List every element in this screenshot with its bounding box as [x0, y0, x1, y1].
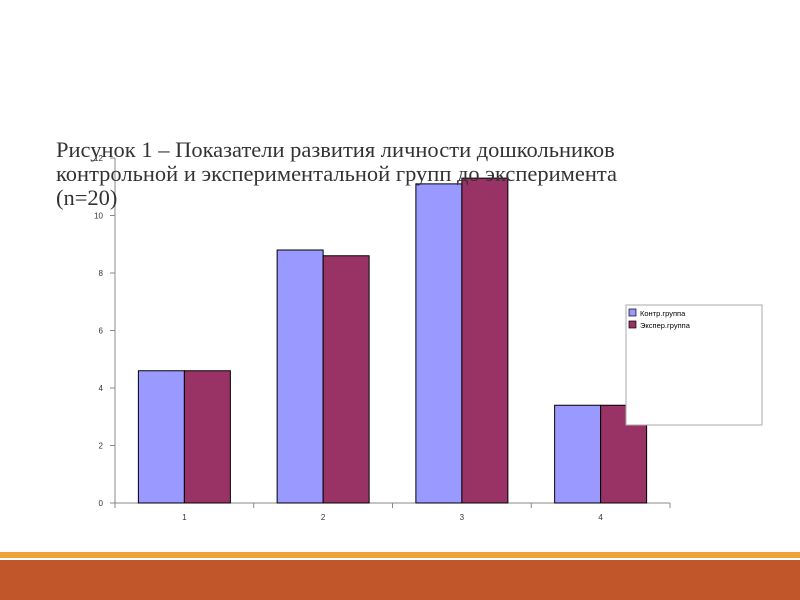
x-tick-label: 2 [321, 513, 326, 522]
bar-experimental-1 [183, 370, 231, 504]
x-tick-label: 1 [182, 513, 187, 522]
footer-band [0, 560, 800, 600]
bar-control-3 [415, 183, 463, 504]
chart-bars [137, 177, 648, 504]
legend-box [625, 304, 763, 426]
y-tick-label: 4 [99, 384, 104, 393]
footer-accent-line [0, 552, 800, 558]
legend-swatch [628, 320, 637, 329]
bar-control-2 [276, 249, 324, 504]
bar-experimental-3 [461, 177, 509, 504]
y-tick-label: 8 [99, 269, 104, 278]
chart-legend: Контр.группа Экспер.группа [625, 304, 763, 426]
bar-control-4 [554, 404, 602, 504]
y-tick-label: 6 [99, 327, 104, 336]
y-tick-label: 0 [99, 499, 104, 508]
legend-label: Контр.группа [640, 309, 686, 318]
bar-experimental-2 [322, 255, 370, 504]
legend-label: Экспер.группа [640, 321, 691, 330]
y-tick-label: 10 [94, 212, 103, 221]
x-tick-label: 4 [598, 513, 603, 522]
bar-control-1 [137, 370, 185, 504]
y-tick-label: 2 [99, 442, 104, 451]
x-tick-label: 3 [460, 513, 465, 522]
y-tick-label: 12 [94, 154, 103, 163]
legend-swatch [628, 308, 637, 317]
chart-title: Рисунок 1 – Показатели развития личности… [56, 137, 617, 210]
